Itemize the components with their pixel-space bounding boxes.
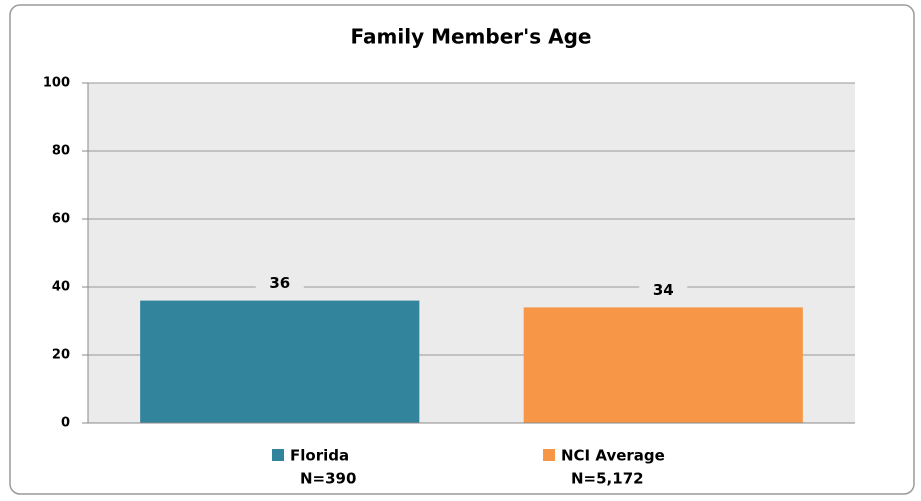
- legend-label: Florida: [290, 447, 349, 465]
- legend-note: N=5,172: [571, 470, 644, 488]
- bar: [523, 307, 803, 423]
- bar: [140, 300, 420, 423]
- legend-label: NCI Average: [561, 447, 665, 465]
- chart-title: Family Member's Age: [351, 25, 592, 49]
- y-tick-label: 0: [61, 416, 70, 431]
- value-label: 36: [269, 274, 290, 292]
- legend-swatch: [543, 449, 555, 461]
- value-label-bg: [255, 272, 304, 295]
- y-tick-label: 20: [52, 348, 70, 363]
- y-tick-label: 60: [52, 212, 70, 227]
- y-tick-label: 100: [43, 76, 70, 91]
- y-tick-label: 80: [52, 144, 70, 159]
- legend-note: N=390: [300, 470, 356, 488]
- y-tick-label: 40: [52, 280, 70, 295]
- value-label-bg: [639, 279, 688, 302]
- legend-swatch: [272, 449, 284, 461]
- value-label: 34: [653, 281, 674, 299]
